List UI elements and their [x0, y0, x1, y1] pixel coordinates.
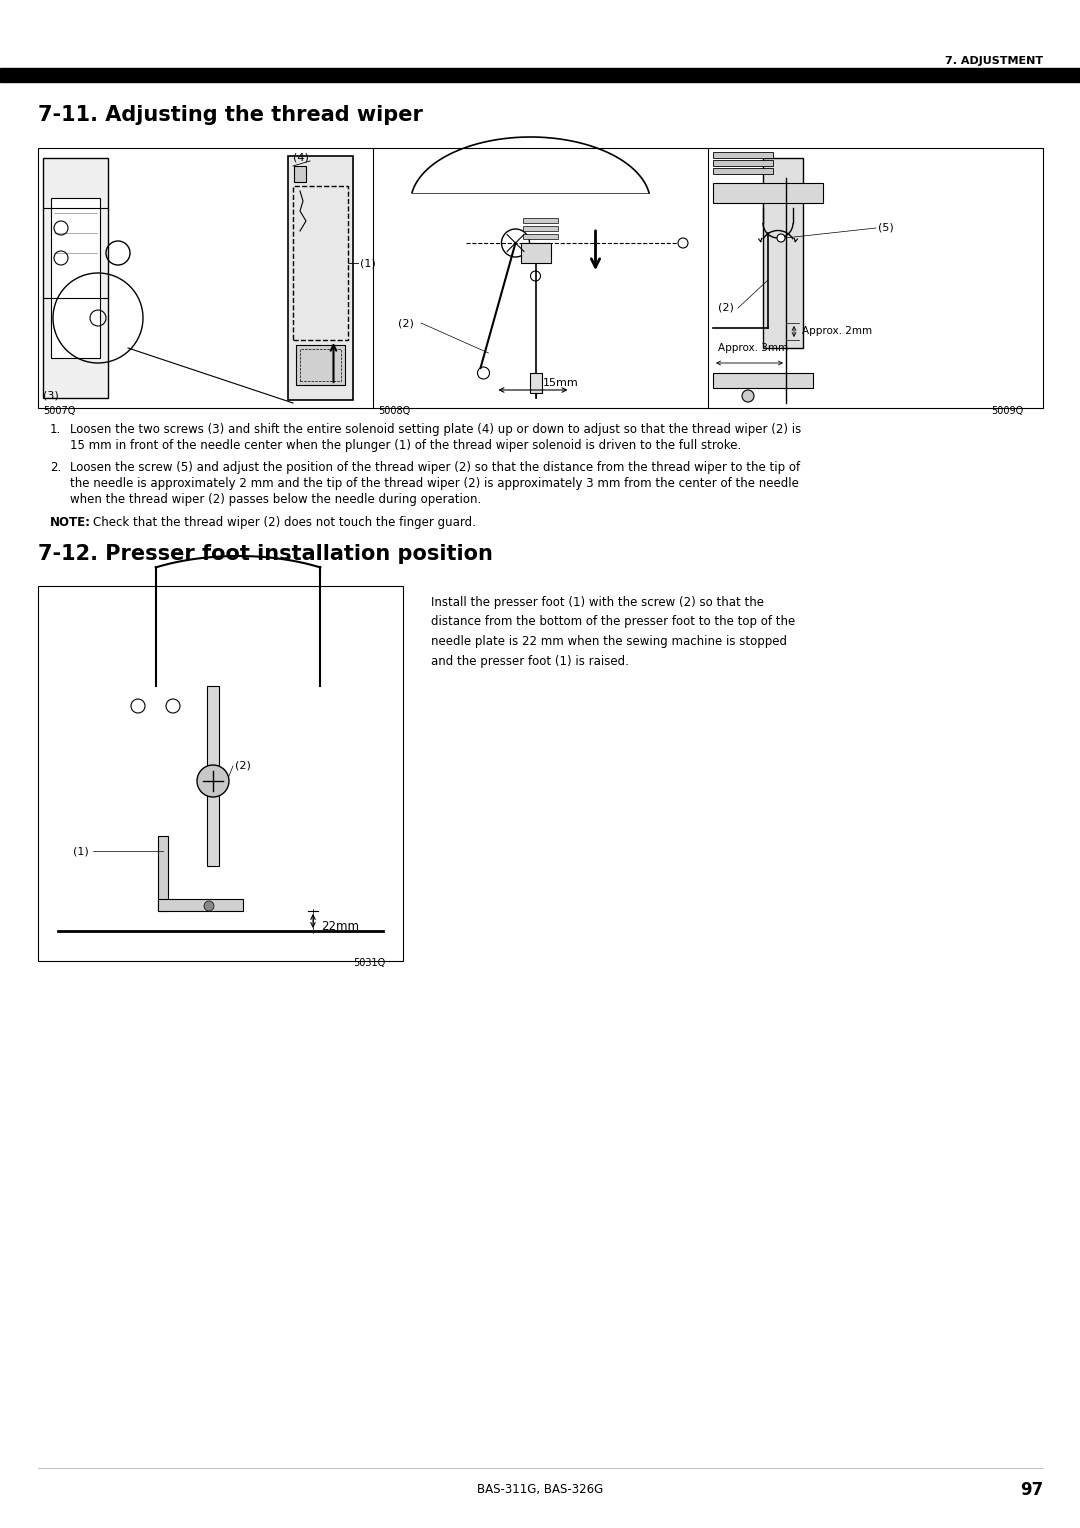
Text: NOTE:: NOTE:	[50, 516, 91, 529]
Bar	[523, 226, 557, 231]
Text: (5): (5)	[878, 223, 894, 232]
Bar	[713, 373, 813, 388]
Text: Approx. 3mm: Approx. 3mm	[718, 342, 788, 353]
Text: the needle is approximately 2 mm and the tip of the thread wiper (2) is approxim: the needle is approximately 2 mm and the…	[70, 477, 799, 490]
Text: Loosen the screw (5) and adjust the position of the thread wiper (2) so that the: Loosen the screw (5) and adjust the posi…	[70, 461, 800, 474]
Text: Approx. 2mm: Approx. 2mm	[802, 327, 873, 336]
Text: (1): (1)	[360, 258, 376, 267]
Text: 22mm: 22mm	[321, 920, 359, 932]
Bar	[158, 898, 243, 911]
Bar	[529, 373, 541, 393]
Text: Check that the thread wiper (2) does not touch the finger guard.: Check that the thread wiper (2) does not…	[93, 516, 476, 529]
Bar	[523, 219, 557, 223]
Bar	[713, 183, 823, 203]
Circle shape	[197, 766, 229, 798]
Text: (2): (2)	[235, 761, 251, 772]
Circle shape	[204, 902, 214, 911]
Text: 7-11. Adjusting the thread wiper: 7-11. Adjusting the thread wiper	[38, 105, 423, 125]
Bar	[762, 157, 804, 348]
Text: 15mm: 15mm	[543, 377, 579, 388]
Bar	[288, 156, 353, 400]
Text: (2): (2)	[399, 318, 414, 329]
Bar	[713, 160, 773, 167]
Bar	[713, 151, 773, 157]
Text: (2): (2)	[718, 303, 734, 313]
Circle shape	[742, 390, 754, 402]
Text: 2.: 2.	[50, 461, 62, 474]
Bar	[0, 69, 1080, 83]
Text: when the thread wiper (2) passes below the needle during operation.: when the thread wiper (2) passes below t…	[70, 494, 482, 506]
Text: 7. ADJUSTMENT: 7. ADJUSTMENT	[945, 57, 1043, 66]
Bar	[713, 168, 773, 174]
Bar	[523, 234, 557, 238]
Text: 1.: 1.	[50, 423, 62, 435]
Bar	[296, 345, 345, 385]
Text: BAS-311G, BAS-326G: BAS-311G, BAS-326G	[477, 1484, 603, 1496]
Bar	[207, 686, 219, 866]
Text: 15 mm in front of the needle center when the plunger (1) of the thread wiper sol: 15 mm in front of the needle center when…	[70, 439, 741, 452]
Text: 97: 97	[1020, 1481, 1043, 1499]
Circle shape	[777, 234, 785, 241]
Text: 5031Q: 5031Q	[353, 958, 386, 969]
Text: 5009Q: 5009Q	[991, 406, 1023, 416]
Bar	[38, 148, 1043, 408]
Bar	[43, 157, 108, 397]
Bar	[521, 243, 551, 263]
Text: 7-12. Presser foot installation position: 7-12. Presser foot installation position	[38, 544, 492, 564]
Bar	[51, 199, 100, 358]
Bar	[293, 186, 348, 341]
Bar	[294, 167, 306, 182]
Text: Loosen the two screws (3) and shift the entire solenoid setting plate (4) up or : Loosen the two screws (3) and shift the …	[70, 423, 801, 435]
Bar	[300, 348, 341, 380]
Text: Install the presser foot (1) with the screw (2) so that the
distance from the bo: Install the presser foot (1) with the sc…	[431, 596, 795, 668]
Bar	[38, 587, 403, 961]
Text: 5007Q: 5007Q	[43, 406, 76, 416]
Text: (1): (1)	[73, 847, 89, 856]
Text: (4): (4)	[293, 153, 309, 163]
Text: (3): (3)	[43, 390, 58, 400]
Text: 5008Q: 5008Q	[378, 406, 410, 416]
Bar	[158, 836, 168, 911]
